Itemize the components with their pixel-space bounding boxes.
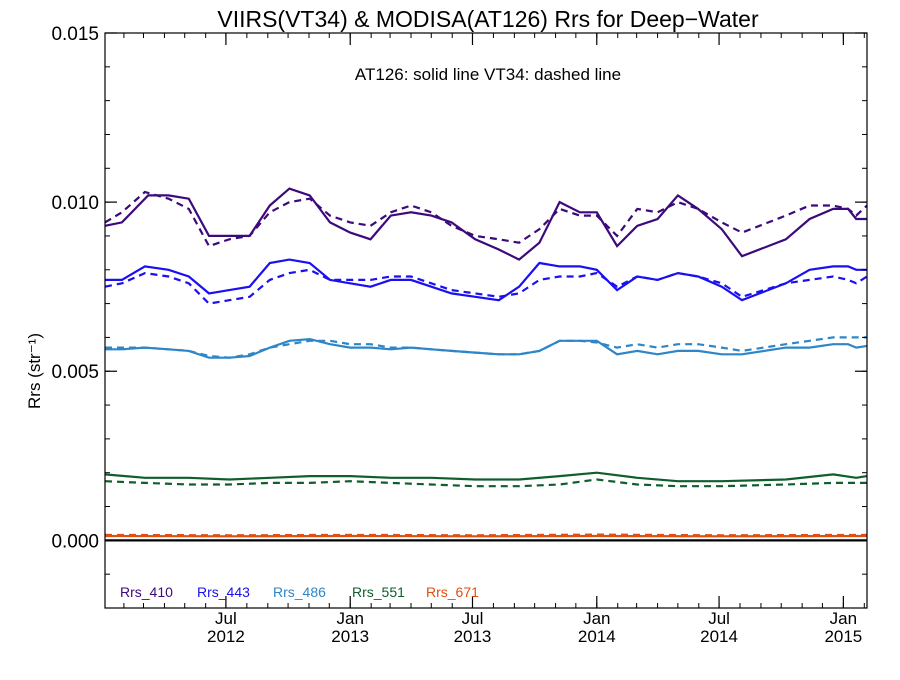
ticks-layer: 0.0000.0050.0100.015Jul2012Jan2013Jul201… — [51, 24, 867, 646]
x-tick-label-month: Jan — [830, 609, 857, 628]
legend-entry-rrs-551: Rrs_551 — [352, 584, 405, 600]
legend-entry-rrs-410: Rrs_410 — [120, 584, 173, 600]
legend-entry-rrs-671: Rrs_671 — [426, 584, 479, 600]
y-tick-label: 0.010 — [51, 193, 99, 214]
series-layer — [105, 189, 867, 541]
x-tick-label-month: Jul — [462, 609, 484, 628]
x-tick-label-month: Jan — [583, 609, 610, 628]
series-rrs-486-vt34-dashed — [105, 337, 867, 357]
y-tick-label: 0.005 — [51, 362, 99, 383]
legend: Rrs_410 Rrs_443 Rrs_486 Rrs_551 Rrs_671 — [120, 584, 479, 600]
x-tick-label-year: 2014 — [700, 627, 738, 646]
series-rrs-410-vt34-dashed — [105, 192, 867, 246]
legend-entry-rrs-486: Rrs_486 — [273, 584, 326, 600]
x-tick-label-year: 2013 — [454, 627, 492, 646]
x-tick-label-year: 2012 — [207, 627, 245, 646]
series-rrs-410-at126-solid — [105, 189, 867, 260]
x-tick-label-year: 2013 — [331, 627, 369, 646]
plot-frame — [105, 33, 867, 608]
y-tick-label: 0.015 — [51, 24, 99, 45]
x-tick-label-month: Jan — [337, 609, 364, 628]
series-rrs-551-at126-solid — [105, 473, 867, 482]
x-tick-label-year: 2015 — [824, 627, 862, 646]
series-rrs-486-at126-solid — [105, 339, 867, 358]
series-rrs-443-at126-solid — [105, 260, 867, 301]
line-style-annotation: AT126: solid line VT34: dashed line — [355, 65, 621, 84]
x-tick-label-month: Jul — [215, 609, 237, 628]
x-tick-label-year: 2014 — [578, 627, 616, 646]
y-tick-label: 0.000 — [51, 531, 99, 552]
legend-entry-rrs-443: Rrs_443 — [197, 584, 250, 600]
chart-title: VIIRS(VT34) & MODISA(AT126) Rrs for Deep… — [217, 6, 759, 32]
y-axis-label: Rrs (str⁻¹) — [25, 333, 44, 409]
x-tick-label-month: Jul — [708, 609, 730, 628]
